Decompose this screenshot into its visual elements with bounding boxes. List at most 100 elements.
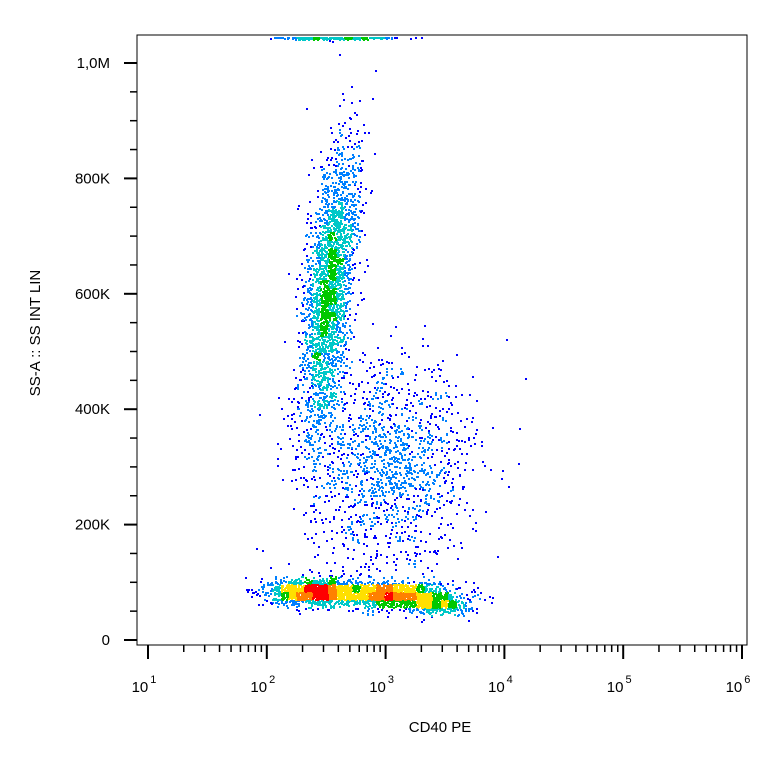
- event-point: [344, 183, 346, 185]
- event-point: [313, 450, 315, 452]
- event-point: [315, 296, 317, 298]
- event-point: [326, 223, 328, 225]
- event-point: [356, 114, 358, 116]
- event-point: [308, 607, 310, 609]
- event-point: [336, 219, 338, 221]
- event-point: [322, 317, 324, 319]
- event-point: [344, 235, 346, 237]
- event-point: [342, 125, 344, 127]
- event-point: [342, 146, 344, 148]
- event-point: [310, 581, 312, 583]
- event-point: [292, 445, 294, 447]
- event-point: [318, 237, 320, 239]
- event-point: [315, 349, 317, 351]
- event-point: [304, 339, 306, 341]
- event-point: [332, 41, 334, 43]
- event-point: [310, 318, 312, 320]
- event-point: [359, 196, 361, 198]
- event-point: [339, 226, 341, 228]
- event-point: [327, 381, 329, 383]
- event-point: [321, 200, 323, 202]
- event-point: [258, 589, 260, 591]
- event-point: [321, 271, 323, 273]
- event-point: [354, 169, 356, 171]
- event-point: [321, 183, 323, 185]
- event-point: [328, 284, 330, 286]
- event-point: [312, 317, 314, 319]
- event-point: [298, 332, 300, 334]
- event-point: [349, 254, 351, 256]
- event-point: [262, 591, 264, 593]
- event-point: [258, 604, 260, 606]
- event-point: [306, 343, 308, 345]
- event-point: [308, 401, 310, 403]
- event-point: [335, 239, 337, 241]
- event-point: [315, 365, 317, 367]
- event-point: [314, 276, 316, 278]
- event-point: [329, 378, 331, 380]
- event-point: [327, 377, 329, 379]
- event-point: [326, 407, 328, 409]
- event-point: [325, 590, 327, 592]
- event-point: [351, 204, 353, 206]
- event-point: [330, 229, 332, 231]
- event-point: [342, 589, 344, 591]
- event-point: [335, 169, 337, 171]
- event-point: [296, 308, 298, 310]
- event-point: [340, 386, 342, 388]
- event-point: [325, 280, 327, 282]
- event-point: [283, 603, 285, 605]
- event-point: [338, 149, 340, 151]
- event-point: [352, 201, 354, 203]
- event-point: [312, 252, 314, 254]
- event-point: [317, 356, 319, 358]
- event-point: [324, 290, 326, 292]
- event-point: [314, 333, 316, 335]
- event-point: [355, 181, 357, 183]
- event-point: [341, 167, 343, 169]
- event-point: [310, 293, 312, 295]
- event-point: [378, 603, 380, 605]
- event-point: [248, 589, 250, 591]
- event-point: [321, 333, 323, 335]
- event-point: [289, 438, 291, 440]
- event-point: [324, 222, 326, 224]
- event-point: [315, 368, 317, 370]
- event-point: [316, 236, 318, 238]
- event-point: [343, 298, 345, 300]
- event-point: [317, 601, 319, 603]
- event-point: [352, 223, 354, 225]
- event-point: [353, 174, 355, 176]
- event-point: [301, 452, 303, 454]
- event-point: [357, 130, 359, 132]
- event-point: [318, 351, 320, 353]
- event-point: [331, 177, 333, 179]
- event-point: [324, 267, 326, 269]
- event-point: [357, 200, 359, 202]
- event-point: [336, 242, 338, 244]
- event-point: [348, 165, 350, 167]
- event-point: [329, 600, 331, 602]
- event-point: [330, 591, 332, 593]
- event-point: [357, 577, 359, 579]
- event-point: [331, 369, 333, 371]
- event-point: [339, 173, 341, 175]
- event-point: [345, 237, 347, 239]
- event-point: [347, 251, 349, 253]
- event-point: [303, 376, 305, 378]
- event-point: [404, 591, 406, 593]
- event-point: [330, 385, 332, 387]
- event-point: [295, 579, 297, 581]
- event-point: [317, 190, 319, 192]
- event-point: [296, 603, 298, 605]
- event-point: [354, 267, 356, 269]
- event-point: [317, 598, 319, 600]
- event-point: [301, 420, 303, 422]
- event-point: [364, 583, 366, 585]
- event-point: [335, 589, 337, 591]
- event-point: [345, 262, 347, 264]
- event-point: [245, 577, 247, 579]
- event-point: [350, 240, 352, 242]
- event-point: [314, 357, 316, 359]
- event-point: [267, 582, 269, 584]
